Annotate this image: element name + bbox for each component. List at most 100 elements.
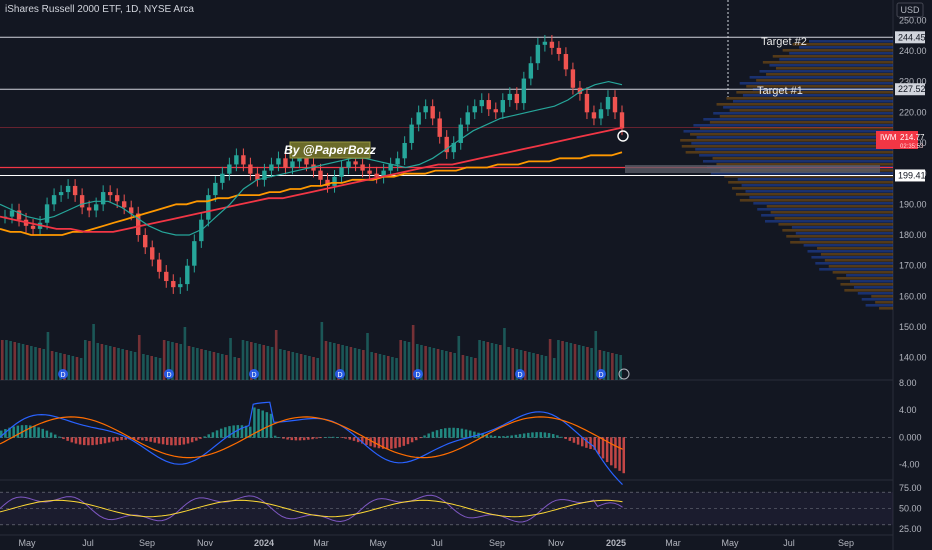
volume-bar-48: [200, 349, 203, 380]
macd-hist-144: [597, 437, 601, 455]
dividend-marker-text-2: D: [251, 372, 256, 379]
ma-line-1: [0, 126, 623, 233]
rsi-tick-0: 75.00: [899, 483, 922, 493]
volume-bar-131: [544, 356, 548, 380]
macd-pane: [0, 401, 893, 486]
dividend-marker-2: [249, 369, 259, 379]
macd-hist-93: [385, 437, 389, 450]
candle-body-75: [528, 63, 534, 79]
macd-hist-47: [195, 437, 198, 441]
macd-hist-48: [199, 437, 202, 439]
macd-hist-68: [282, 437, 285, 439]
volume-bar-25: [104, 345, 108, 380]
time-tick-6: May: [369, 538, 387, 548]
volume-bar-121: [503, 328, 506, 380]
macd-hist-104: [431, 431, 435, 438]
macd-hist-64: [265, 412, 269, 438]
dividend-marker-5: [515, 369, 525, 379]
volume-bar-11: [46, 332, 50, 380]
macd-hist-43: [178, 437, 181, 446]
macd-hist-95: [394, 437, 397, 449]
volume-profile-bar-19: [726, 97, 893, 100]
macd-hist-98: [406, 437, 410, 445]
macd-hist-74: [307, 437, 310, 440]
macd-hist-122: [506, 435, 509, 438]
macd-hist-56: [232, 425, 235, 438]
volume-bar-6: [25, 345, 29, 380]
candle-body-29: [206, 195, 211, 220]
time-tick-10: 2025: [606, 538, 626, 548]
macd-hist-88: [365, 437, 368, 445]
volume-bar-15: [63, 354, 66, 380]
volume-bar-99: [411, 325, 415, 380]
candle-body-55: [388, 164, 393, 171]
macd-hist-136: [564, 437, 567, 440]
macd-hist-129: [535, 432, 538, 438]
dividend-marker-6: [596, 369, 606, 379]
volume-profile-bar-61: [778, 223, 893, 226]
volume-bar-120: [499, 345, 502, 380]
macd-hist-84: [348, 437, 352, 440]
volume-bar-37: [154, 357, 158, 380]
macd-hist-30: [124, 437, 127, 440]
volume-bar-143: [594, 331, 598, 380]
macd-hist-7: [29, 425, 32, 438]
volume-bar-84: [349, 347, 353, 380]
macd-tick-2: 0.000: [899, 432, 922, 442]
volume-bar-4: [17, 343, 21, 380]
macd-hist-76: [315, 437, 318, 439]
macd-hist-148: [614, 437, 617, 469]
candle-body-52: [367, 170, 372, 174]
macd-hist-19: [78, 437, 82, 445]
candle-body-12: [86, 207, 92, 211]
candle-body-7: [51, 195, 57, 205]
macd-hist-99: [410, 437, 414, 443]
volume-bar-97: [403, 341, 407, 380]
candle-body-46: [325, 179, 330, 186]
volume-bar-33: [137, 335, 141, 380]
macd-hist-92: [381, 437, 385, 449]
volume-bar-42: [175, 343, 178, 380]
macd-hist-26: [107, 437, 111, 443]
macd-hist-107: [444, 428, 447, 438]
author-annotation: By @PaperBozz: [284, 141, 376, 159]
volume-bar-8: [34, 347, 37, 380]
level-tag-bg-0: [895, 31, 925, 44]
candle-body-82: [577, 87, 583, 94]
volume-profile-bar-66: [799, 238, 893, 241]
volume-profile-bar-18: [742, 94, 893, 97]
macd-hist-15: [62, 437, 65, 440]
candle-body-34: [241, 155, 246, 165]
rsi-axis-ticks: 75.00 50.00 25.00: [899, 483, 922, 534]
time-tick-12: May: [721, 538, 739, 548]
volume-bar-113: [469, 357, 473, 380]
candle-body-16: [114, 195, 120, 202]
volume-bar-73: [303, 355, 307, 380]
price-tick-11: 140.00: [899, 353, 927, 363]
macd-hist-69: [286, 437, 289, 440]
candle-body-72: [507, 93, 513, 101]
candle-body-45: [318, 170, 323, 180]
volume-profile-bar-73: [824, 259, 893, 262]
macd-hist-67: [278, 437, 281, 438]
macd-hist-4: [16, 425, 20, 438]
macd-hist-145: [601, 437, 605, 459]
macd-hist-1: [4, 429, 7, 438]
macd-hist-40: [166, 437, 169, 445]
candle-body-71: [500, 100, 506, 113]
volume-profile-bar-32: [696, 136, 893, 139]
volume-profile-bar-3: [782, 49, 893, 52]
currency-button[interactable]: USD: [896, 2, 924, 18]
candle-body-28: [199, 219, 204, 242]
volume-bar-109: [453, 353, 456, 380]
volume-bar-23: [96, 343, 100, 380]
candle-body-31: [220, 173, 225, 183]
volume-profile-bar-29: [699, 127, 893, 130]
price-tick-8: 170.00: [899, 261, 927, 271]
volume-bar-32: [133, 352, 137, 380]
macd-hist-59: [244, 425, 248, 438]
volume-bar-107: [445, 351, 448, 380]
volume-bar-65: [270, 347, 274, 380]
macd-hist-80: [332, 436, 335, 438]
